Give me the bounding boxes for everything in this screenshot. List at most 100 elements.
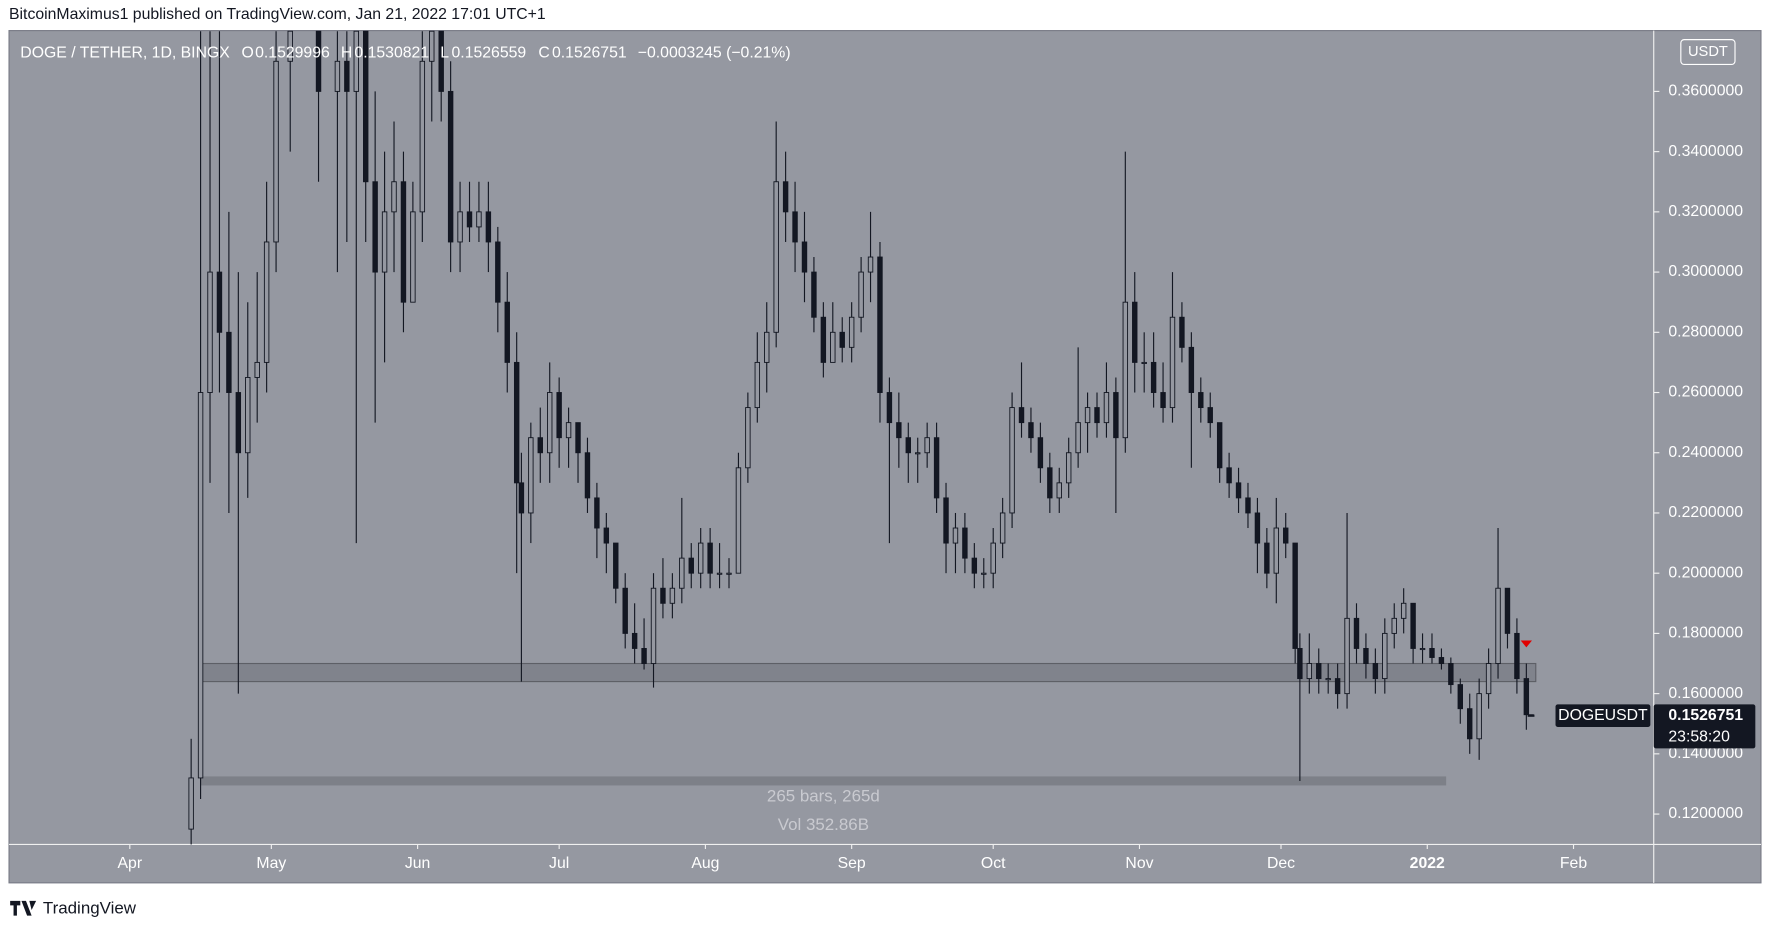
candle-body	[1047, 467, 1053, 499]
countdown-label: 23:58:20	[1668, 728, 1730, 745]
candle-body	[1283, 527, 1289, 544]
candle-body	[1009, 407, 1015, 514]
candle-body	[315, 30, 322, 92]
candle-body	[1306, 663, 1313, 680]
candle-body	[1235, 482, 1242, 499]
candle-body	[886, 392, 893, 424]
legend-low: 0.1526559	[452, 44, 527, 61]
symbol-box	[1555, 704, 1651, 727]
candle-body	[391, 181, 397, 213]
candle-body	[438, 30, 444, 92]
candle-body	[584, 452, 591, 499]
y-tick-label: 0.1200000	[1668, 805, 1743, 822]
candle-body	[485, 211, 492, 243]
candle-body	[707, 542, 713, 574]
candle-body	[764, 331, 770, 363]
symbol-title: DOGE / TETHER, 1D, BINGX	[20, 44, 230, 61]
candle-body	[990, 542, 996, 574]
y-tick-label: 0.1400000	[1668, 745, 1743, 762]
candle-body	[565, 422, 572, 439]
candle-body	[1188, 346, 1195, 393]
candle-body	[1141, 361, 1147, 364]
candle-body	[1419, 648, 1426, 651]
candle-body	[575, 422, 581, 454]
legend-change: −0.0003245 (−0.21%)	[638, 44, 791, 61]
sell-marker	[1520, 640, 1532, 648]
candle-body	[334, 60, 341, 92]
candle-body	[556, 392, 562, 439]
candle-body	[603, 527, 610, 544]
candle-body	[344, 60, 350, 92]
candle-body	[848, 316, 855, 348]
candle-body	[273, 60, 279, 243]
candle-body	[631, 632, 638, 649]
candle-body	[400, 181, 407, 303]
candle-body	[1476, 693, 1482, 740]
candle-body	[613, 542, 619, 589]
candle-body	[1429, 648, 1435, 658]
candle-body	[896, 422, 902, 439]
candle-body	[1273, 527, 1279, 574]
y-tick-label: 0.3200000	[1668, 203, 1743, 220]
candle-body	[773, 181, 779, 333]
candle-body	[669, 587, 676, 604]
publish-header: BitcoinMaximus1 published on TradingView…	[9, 6, 546, 23]
candle-body	[1504, 587, 1511, 634]
candle-body	[1297, 648, 1303, 680]
candle-body	[1495, 587, 1501, 664]
candle-body	[197, 392, 204, 779]
candle-body	[754, 361, 761, 409]
currency-label: USDT	[1688, 44, 1728, 60]
candle-body	[419, 60, 426, 213]
y-tick-label: 0.2800000	[1668, 323, 1743, 340]
plot	[188, 30, 1537, 845]
legend-l: L	[440, 44, 449, 61]
candle-body	[1207, 407, 1213, 424]
candle-body	[513, 361, 520, 484]
x-tick-label: Dec	[1267, 855, 1295, 872]
x-tick-label: Oct	[981, 855, 1006, 872]
candle-body	[447, 90, 454, 243]
candle-body	[1122, 301, 1129, 439]
candle-body	[1400, 602, 1407, 619]
chart-background	[8, 30, 1762, 884]
y-tick-label: 0.2600000	[1668, 384, 1743, 401]
candle-body	[495, 241, 501, 303]
x-tick-label: 2022	[1410, 855, 1445, 872]
candle-body	[1056, 482, 1062, 499]
candle-body	[622, 587, 628, 634]
candle-body	[811, 271, 817, 318]
candle-body	[287, 30, 293, 62]
x-tick-label: May	[256, 855, 286, 872]
candle-body	[660, 587, 666, 604]
candle-body	[679, 557, 685, 589]
candle-body	[476, 211, 482, 228]
y-tick-label: 0.3000000	[1668, 263, 1743, 280]
candle-body	[745, 407, 751, 469]
candle-body	[1150, 361, 1157, 393]
candle-body	[1523, 678, 1530, 716]
candle-body	[594, 497, 600, 529]
range-bars-label: 265 bars, 265d	[767, 787, 880, 806]
candle-body	[353, 30, 359, 92]
candle-body	[792, 211, 798, 243]
candle-body	[867, 256, 874, 273]
last-price-label: 0.1526751	[1668, 707, 1743, 724]
x-tick-label: Aug	[691, 855, 719, 872]
footer-logo	[10, 900, 37, 916]
candle-body	[1065, 452, 1072, 484]
candle-body	[1264, 542, 1270, 574]
candle-body	[188, 777, 194, 830]
candle-body	[924, 437, 930, 454]
candle-body	[207, 271, 213, 393]
y-tick-label: 0.1800000	[1668, 625, 1743, 642]
candle-body	[254, 361, 260, 378]
candle-body	[1037, 437, 1044, 469]
candle-body	[1334, 678, 1341, 695]
x-tick-label: Feb	[1560, 855, 1587, 872]
x-tick-label: Apr	[118, 855, 143, 872]
candle-body	[1216, 422, 1223, 469]
candle-body	[1448, 663, 1454, 686]
candle-body	[235, 392, 242, 454]
candle-body	[726, 572, 732, 575]
